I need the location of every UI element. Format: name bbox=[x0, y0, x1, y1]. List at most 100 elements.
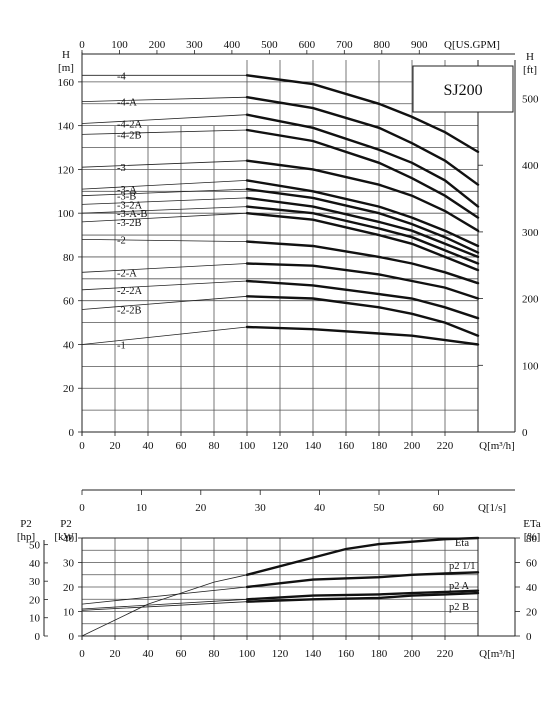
x-axis-label: Q[m³/h] bbox=[479, 648, 515, 660]
x-tick-label: 20 bbox=[110, 440, 122, 452]
y-tick-label: 60 bbox=[63, 296, 75, 308]
y-tick-label: 30 bbox=[63, 558, 75, 570]
series-label: -4 bbox=[117, 71, 126, 82]
curve-3-2B-operating bbox=[245, 212, 480, 272]
y-right-tick-label: 200 bbox=[522, 294, 539, 306]
x-tick-label: 120 bbox=[272, 648, 289, 660]
x-tick-label: 100 bbox=[239, 440, 256, 452]
y-right-tick-label: 20 bbox=[526, 607, 538, 619]
series-label: -1 bbox=[117, 340, 126, 351]
x-top-tick-label: 20 bbox=[195, 502, 207, 514]
curve-3-A-B-operating bbox=[245, 205, 480, 265]
x-top-tick-label: 700 bbox=[336, 39, 353, 51]
x-tick-label: 160 bbox=[338, 440, 355, 452]
x-top-axis-label: Q[1/s] bbox=[478, 502, 506, 514]
y-tick-label: 10 bbox=[63, 607, 75, 619]
y-tick-label: 140 bbox=[58, 121, 75, 133]
curve-4-A-operating bbox=[245, 96, 480, 186]
series-label: -3 bbox=[117, 163, 126, 174]
curve-2-operating bbox=[245, 240, 480, 285]
curve-2-2B-operating bbox=[245, 295, 480, 337]
x-tick-label: 220 bbox=[437, 648, 454, 660]
x-top-tick-label: 30 bbox=[255, 502, 267, 514]
x-tick-label: 40 bbox=[143, 440, 155, 452]
curve-p2-B-operating bbox=[245, 591, 480, 603]
y-right-tick-label: 0 bbox=[526, 631, 532, 643]
x-top-tick-label: 0 bbox=[79, 39, 85, 51]
y-tick-label: 160 bbox=[58, 77, 75, 89]
series-label: -3-2B bbox=[117, 218, 142, 229]
x-tick-label: 200 bbox=[404, 440, 421, 452]
y-tick-label: 100 bbox=[58, 208, 75, 220]
series-label: -2-A bbox=[117, 268, 137, 279]
y-right-tick-label: 0 bbox=[522, 427, 528, 439]
x-top-tick-label: 40 bbox=[314, 502, 326, 514]
y-right-axis-label: H bbox=[526, 51, 534, 63]
y-right-tick-label: 300 bbox=[522, 227, 539, 239]
y-tick-label: 80 bbox=[63, 252, 75, 264]
y-tick-label: 20 bbox=[63, 582, 75, 594]
x-tick-label: 180 bbox=[371, 440, 388, 452]
series-label: -2-2A bbox=[117, 286, 142, 297]
x-tick-label: 80 bbox=[209, 648, 221, 660]
x-tick-label: 0 bbox=[79, 440, 85, 452]
x-top-tick-label: 50 bbox=[374, 502, 386, 514]
x-top-tick-label: 900 bbox=[411, 39, 428, 51]
y-right-tick-label: 60 bbox=[526, 558, 538, 570]
series-label: -3-B bbox=[117, 192, 136, 203]
x-top-tick-label: 800 bbox=[374, 39, 391, 51]
x-top-tick-label: 500 bbox=[261, 39, 278, 51]
head-chart: 0 100 200 300 400 500 600 700 800 900 Q[US.GPM]0 20… bbox=[58, 39, 540, 452]
y-axis-label: H bbox=[62, 49, 70, 61]
y-tick-label: 0 bbox=[69, 427, 75, 439]
x-tick-label: 20 bbox=[110, 648, 122, 660]
series-label: -4-2A bbox=[117, 119, 142, 130]
y-axis-unit: [kW] bbox=[54, 531, 77, 543]
curve-3-B-operating bbox=[245, 187, 480, 254]
chart-title: SJ200 bbox=[443, 82, 482, 99]
curve-1-operating bbox=[245, 325, 480, 346]
series-label: Eta bbox=[455, 538, 469, 549]
series-label: -2 bbox=[117, 235, 126, 246]
series-label: p2 B bbox=[449, 602, 469, 613]
y-hp-tick-label: 50 bbox=[29, 540, 41, 552]
x-tick-label: 80 bbox=[209, 440, 221, 452]
series-label: -4-2B bbox=[117, 130, 142, 141]
y-right-axis-unit: [%] bbox=[524, 531, 541, 543]
y-tick-label: 120 bbox=[58, 164, 75, 176]
x-tick-label: 60 bbox=[176, 440, 188, 452]
curve-4-operating bbox=[245, 74, 480, 154]
y-hp-axis-label: P2 bbox=[20, 518, 32, 530]
y-hp-tick-label: 40 bbox=[29, 558, 41, 570]
x-top-tick-label: 200 bbox=[149, 39, 166, 51]
curve-2-2A-operating bbox=[245, 279, 480, 320]
x-tick-label: 120 bbox=[272, 440, 289, 452]
y-right-tick-label: 500 bbox=[522, 94, 539, 106]
x-tick-label: 200 bbox=[404, 648, 421, 660]
curve-p2-A-operating bbox=[245, 589, 480, 601]
y-axis-unit: [m] bbox=[58, 62, 74, 74]
y-hp-tick-label: 0 bbox=[35, 631, 41, 643]
x-tick-label: 40 bbox=[143, 648, 155, 660]
curve-p2-1/1-operating bbox=[245, 571, 480, 589]
y-hp-tick-label: 30 bbox=[29, 576, 41, 588]
x-top-tick-label: 60 bbox=[433, 502, 445, 514]
y-right-axis-label: ETa bbox=[523, 518, 541, 530]
y-tick-label: 20 bbox=[63, 383, 75, 395]
y-tick-label: 40 bbox=[63, 339, 75, 351]
y-right-tick-label: 400 bbox=[522, 160, 539, 172]
curve-3-A-operating bbox=[245, 179, 480, 248]
curve-2-A-operating bbox=[245, 262, 480, 300]
x-top-tick-label: 300 bbox=[186, 39, 203, 51]
x-tick-label: 140 bbox=[305, 440, 322, 452]
y-right-tick-label: 40 bbox=[526, 582, 538, 594]
x-top-tick-label: 100 bbox=[111, 39, 128, 51]
title-box bbox=[412, 65, 514, 113]
x-tick-label: 140 bbox=[305, 648, 322, 660]
x-top-tick-label: 0 bbox=[79, 502, 85, 514]
y-hp-tick-label: 10 bbox=[29, 613, 41, 625]
y-hp-axis-unit: [hp] bbox=[17, 531, 35, 543]
curve-3-2A-operating bbox=[245, 196, 480, 259]
x-axis-label: Q[m³/h] bbox=[479, 440, 515, 452]
